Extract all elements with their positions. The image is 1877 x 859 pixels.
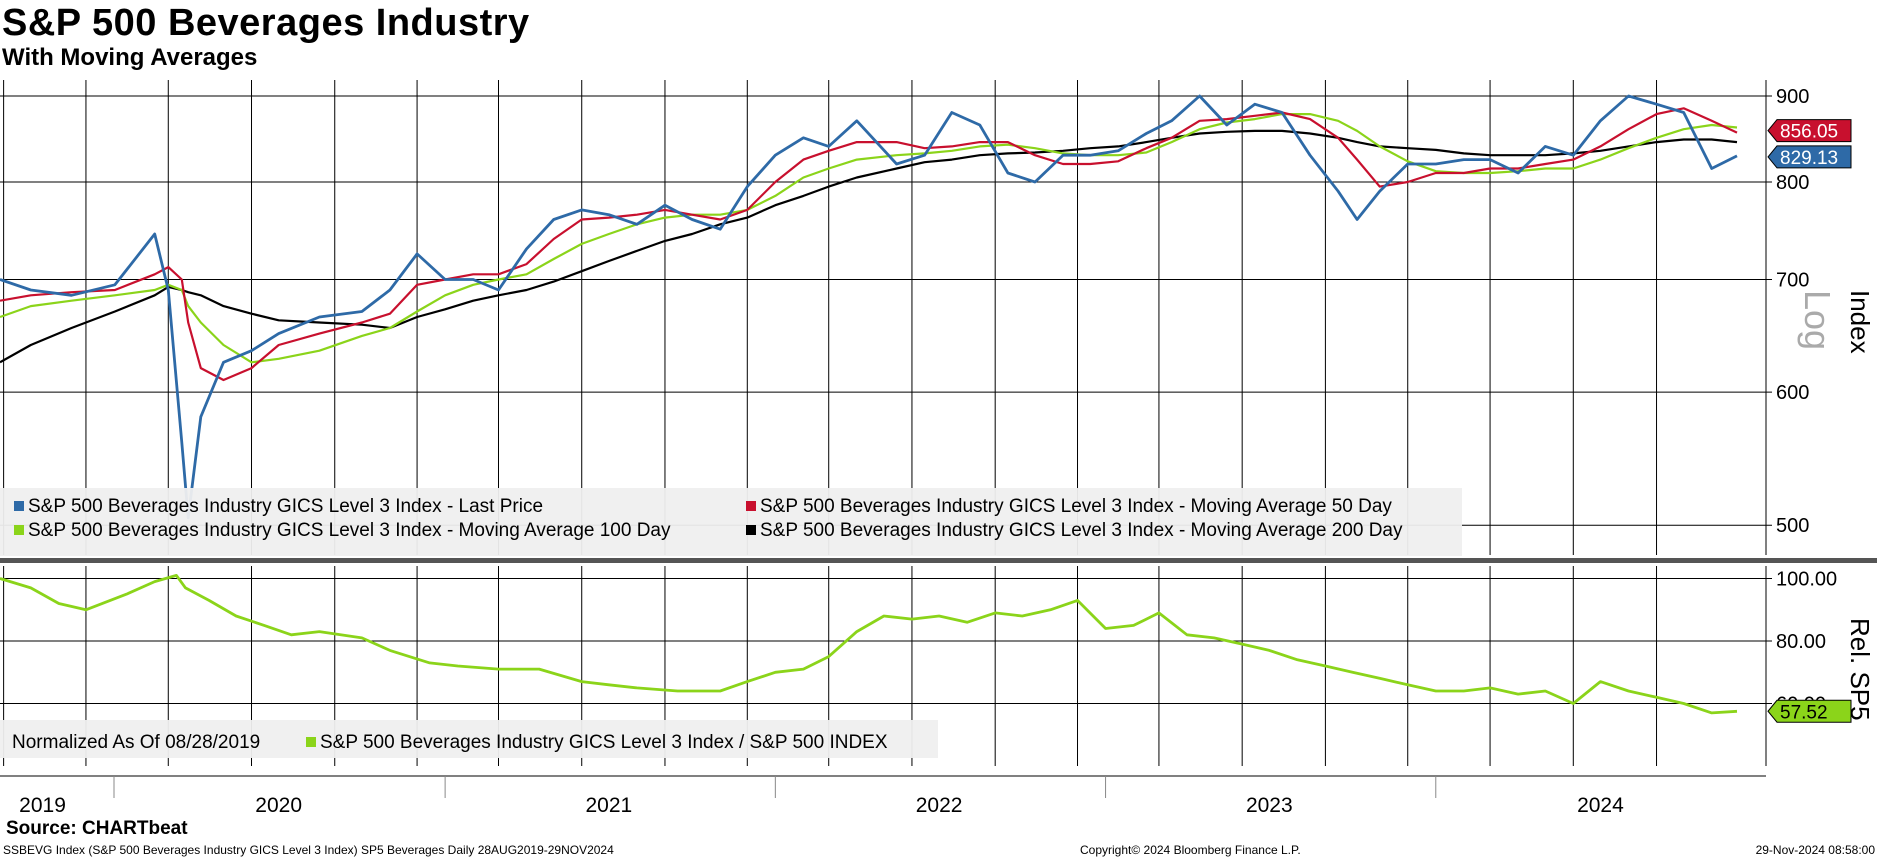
end-label-last-price-marker [1767,145,1852,169]
series-line-ma-50 [0,107,1738,382]
year-label: 2020 [255,794,302,817]
y-tick-label: 500 [1776,515,1809,537]
year-label: 2024 [1577,794,1624,817]
chart-title: S&P 500 Beverages Industry [2,2,530,44]
end-label-relative-marker [1767,699,1852,723]
x-axis: 2019 2020 2021 2022 2023 2024 [0,775,1766,817]
legend-label: S&P 500 Beverages Industry GICS Level 3 … [760,496,1392,517]
legend-label: S&P 500 Beverages Industry GICS Level 3 … [28,520,671,541]
legend-swatch [14,501,24,511]
year-label: 2022 [916,794,963,817]
panel-separator [0,558,1877,563]
legend-label: S&P 500 Beverages Industry GICS Level 3 … [320,732,888,753]
footer-timestamp: 29-Nov-2024 08:58:00 [1755,843,1875,857]
footer-copyright: Copyright© 2024 Bloomberg Finance L.P. [1080,843,1301,857]
y-tick-label: 800 [1776,172,1809,194]
year-label: 2019 [19,794,66,817]
legend-label: S&P 500 Beverages Industry GICS Level 3 … [760,520,1403,541]
legend-box [0,488,1462,556]
y-tick-label: 700 [1776,270,1809,292]
series-line-relative [0,574,1738,715]
series-line-ma-200 [0,129,1738,364]
legend-label: S&P 500 Beverages Industry GICS Level 3 … [28,496,543,517]
end-label-relative: 57.52 [1780,702,1828,723]
y-tick-label: 100.00 [1776,569,1837,591]
end-label-ma50: 856.05 [1780,122,1838,143]
year-label: 2023 [1246,794,1293,817]
legend-box [0,720,938,758]
normalized-note: Normalized As Of 08/28/2019 [12,732,260,753]
footer-description: SSBEVG Index (S&P 500 Beverages Industry… [3,843,614,857]
legend-swatch [746,525,756,535]
legend-swatch [14,525,24,535]
y-tick-label: 900 [1776,86,1809,108]
end-label-last-price: 829.13 [1780,148,1838,169]
year-label: 2021 [586,794,633,817]
series-line-last-price [0,94,1738,520]
y-axis-title: Index [1845,290,1875,354]
legend-swatch [746,501,756,511]
source-note: Source: CHARTbeat [6,818,188,839]
y-tick-label: 80.00 [1776,631,1826,653]
legend-swatch [306,737,316,747]
end-label-ma50-marker [1767,119,1852,143]
chart-subtitle: With Moving Averages [2,44,258,71]
series-line-ma-100 [0,112,1738,364]
y-tick-label: 600 [1776,382,1809,404]
log-scale-label: Log [1797,290,1838,350]
